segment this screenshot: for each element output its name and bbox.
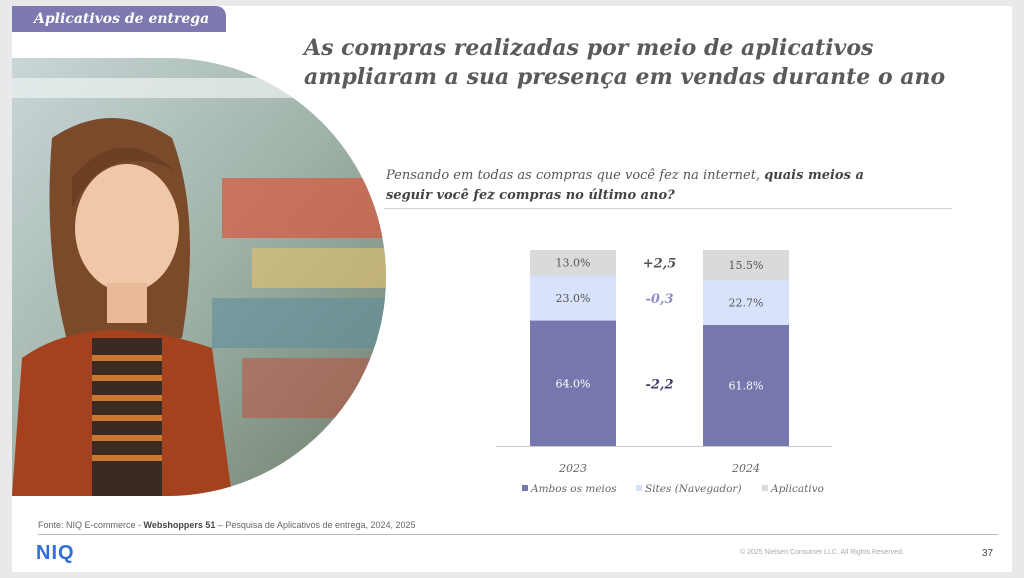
x-tick-label: 2023 — [558, 462, 587, 475]
niq-logo: NIQ — [36, 542, 75, 564]
bar-segment — [703, 250, 789, 281]
legend-label: Aplicativo — [770, 483, 824, 495]
difference-label: -2,2 — [645, 377, 673, 392]
page-title: As compras realizadas por meio de aplica… — [304, 34, 1004, 92]
data-label: 61.8% — [729, 379, 764, 392]
legend-swatch — [522, 485, 528, 491]
source-bold: Webshoppers 51 — [143, 520, 216, 530]
x-tick-label: 2024 — [731, 462, 760, 475]
bar-segment — [530, 320, 616, 446]
difference-label: -0,3 — [645, 292, 673, 307]
bar-segment — [703, 280, 789, 325]
legend-swatch — [762, 485, 768, 491]
slide: Aplicativos de entrega As compras realiz… — [12, 6, 1012, 572]
question-divider — [384, 208, 952, 209]
source-prefix: Fonte: NIQ E-commerce - — [38, 520, 144, 530]
source-note: Fonte: NIQ E-commerce - Webshoppers 51 –… — [38, 520, 416, 530]
footer-divider — [38, 534, 998, 535]
bar-segment — [530, 275, 616, 321]
difference-label: +2,5 — [643, 257, 677, 272]
data-label: 15.5% — [729, 259, 764, 272]
data-label: 23.0% — [556, 292, 591, 305]
question-emphasis: quais meios a seguir você fez compras no… — [386, 168, 864, 203]
legend-label: Ambos os meios — [530, 483, 617, 495]
legend-label: Sites (Navegador) — [645, 483, 742, 495]
woman-shopping-photo — [12, 58, 386, 496]
survey-question: Pensando em todas as compras que você fe… — [386, 166, 886, 206]
title-line-1: As compras realizadas por meio de aplica… — [304, 35, 874, 61]
copyright: © 2025 Nielsen Consumer LLC. All Rights … — [740, 549, 904, 556]
data-label: 13.0% — [556, 257, 591, 270]
page-number: 37 — [982, 548, 994, 559]
source-suffix: – Pesquisa de Aplicativos de entrega, 20… — [215, 520, 416, 530]
data-label: 64.0% — [556, 377, 591, 390]
bar-segment — [703, 324, 789, 446]
question-text: Pensando em todas as compras que você fe… — [386, 168, 765, 183]
title-line-2: ampliaram a sua presença em vendas duran… — [304, 64, 946, 90]
legend-swatch — [636, 485, 642, 491]
section-tag: Aplicativos de entrega — [12, 6, 226, 32]
stacked-bar-chart: 64.0% 23.0% 13.0% 2023 61.8% 22.7% 15.5% 2024 +2… — [496, 250, 832, 495]
data-label: 22.7% — [729, 297, 764, 310]
bar-segment — [530, 250, 616, 276]
